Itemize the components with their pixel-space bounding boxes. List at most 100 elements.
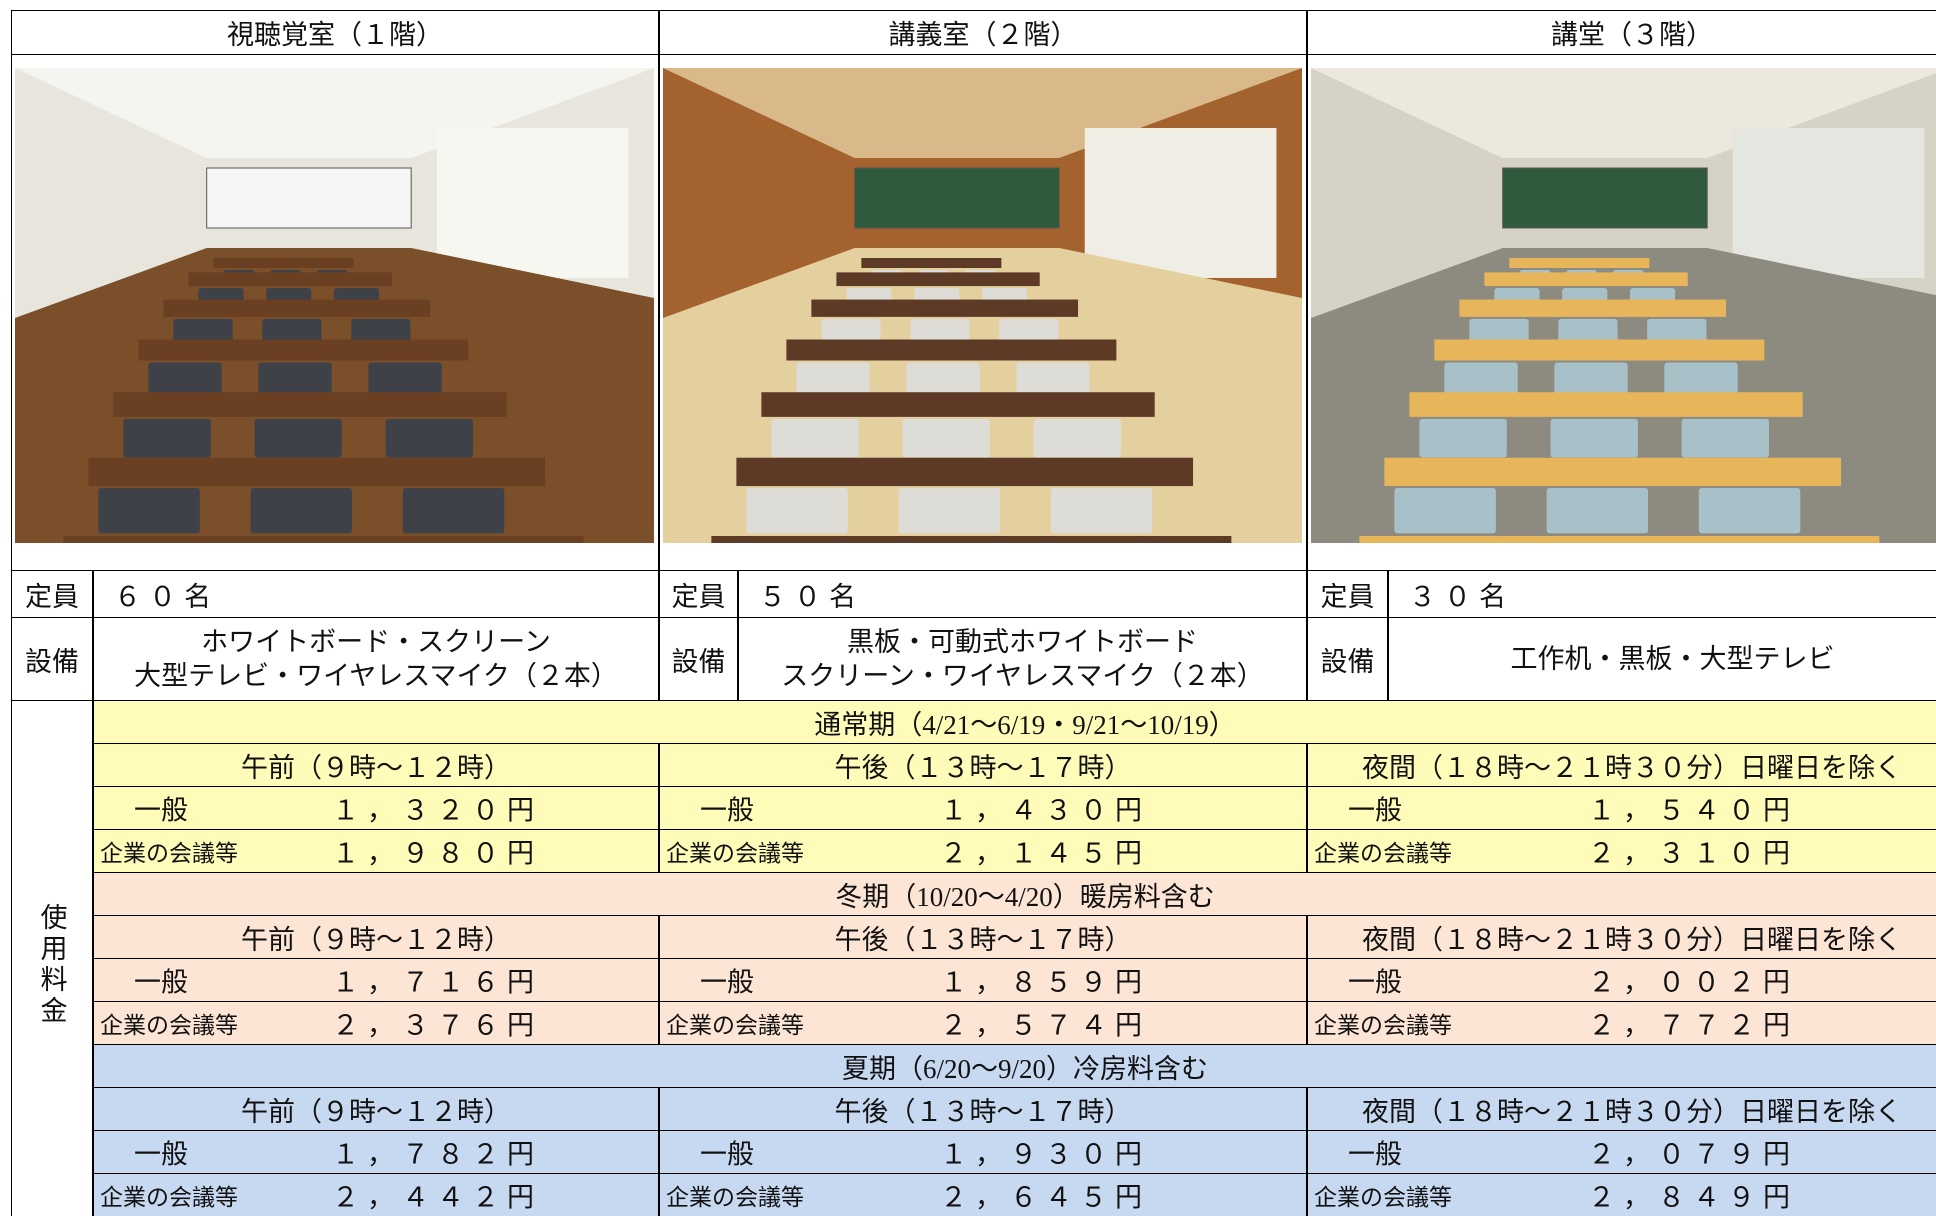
rate-category: 企業の会議等 (666, 1013, 804, 1038)
capacity-label: 定員 (11, 570, 93, 618)
desk (113, 392, 507, 417)
rate-price: ２，００２円 (1588, 967, 1798, 998)
rate-cell: 企業の会議等 ２，７７２円 (1307, 1001, 1936, 1045)
equipment-item: ホワイトボード・スクリーン (201, 627, 551, 657)
rate-cell: 企業の会議等 １，９８０円 (93, 829, 659, 873)
period-cell: 午後（１３時～１７時） (659, 915, 1307, 959)
equipment-item: スクリーン・ワイヤレスマイク（２本） (781, 661, 1264, 691)
desk (63, 536, 584, 543)
period-name: 午前（９時～１２時） (241, 752, 511, 783)
chair (1664, 362, 1738, 395)
desk (861, 258, 1002, 268)
rate-cell: 一般 ２，００２円 (1307, 958, 1936, 1002)
rate-category: 企業の会議等 (1314, 841, 1452, 866)
rate-category: 一般 (1348, 1139, 1402, 1170)
period-cell: 午前（９時～１２時） (93, 743, 659, 787)
desk (1434, 339, 1765, 361)
chair (1033, 418, 1122, 458)
window (436, 128, 629, 278)
chair (262, 318, 322, 345)
room-photo (1311, 68, 1936, 543)
chair (1550, 418, 1638, 458)
desk (1484, 272, 1688, 287)
season-name: 夏期（6/20～9/20）冷房料含む (841, 1053, 1208, 1084)
chair (1419, 418, 1507, 458)
equipment-item: 黒板・可動式ホワイトボード (847, 627, 1198, 657)
desk (786, 339, 1117, 361)
rate-cell: 一般 １，４３０円 (659, 786, 1307, 830)
chair (902, 418, 990, 458)
chair (1546, 488, 1649, 534)
rate-price: １，３２０円 (332, 795, 542, 826)
room-name: 講堂（３階） (1551, 20, 1713, 50)
rate-category: 企業の会議等 (1314, 1013, 1452, 1038)
chair (821, 318, 881, 345)
rate-cell: 一般 １，７１６円 (93, 958, 659, 1002)
rate-cell: 企業の会議等 ２，３１０円 (1307, 829, 1936, 873)
rate-price: ２，７７２円 (1588, 1010, 1798, 1041)
desk (711, 536, 1232, 543)
chair (173, 318, 233, 345)
capacity-label-text: 定員 (671, 581, 726, 612)
period-name: 夜間（１８時～２１時３０分）日曜日を除く (1362, 1096, 1902, 1127)
rate-cell: 企業の会議等 ２，５７４円 (659, 1001, 1307, 1045)
board (1502, 167, 1708, 229)
chair (1394, 488, 1496, 534)
rate-cell: 一般 １，７８２円 (93, 1130, 659, 1174)
rate-category: 一般 (1348, 795, 1402, 826)
chair (898, 488, 1001, 534)
chair (385, 418, 474, 458)
rate-price: １，８５９円 (940, 967, 1150, 998)
chair (1554, 362, 1628, 395)
rate-cell: 一般 １，３２０円 (93, 786, 659, 830)
rate-category: 一般 (700, 967, 754, 998)
capacity-value: ６０名 (93, 570, 659, 618)
capacity-label: 定員 (659, 570, 738, 618)
rate-price: １，７８２円 (332, 1139, 542, 1170)
room-header: 講堂（３階） (1307, 10, 1936, 55)
period-name: 午前（９時～１２時） (241, 1096, 511, 1127)
desk (213, 258, 354, 268)
desk (1459, 299, 1727, 317)
capacity-label: 定員 (1307, 570, 1388, 618)
equipment-item: 大型テレビ・ワイヤレスマイク（２本） (134, 661, 618, 691)
chair (999, 318, 1059, 345)
rate-price: ２，８４９円 (1588, 1182, 1798, 1213)
chair (258, 362, 332, 395)
capacity-label-text: 定員 (1320, 581, 1375, 612)
desk (1509, 258, 1650, 268)
rate-category: 企業の会議等 (100, 1185, 238, 1210)
period-cell: 夜間（１８時～２１時３０分）日曜日を除く (1307, 915, 1936, 959)
period-cell: 午後（１３時～１７時） (659, 743, 1307, 787)
period-cell: 夜間（１８時～２１時３０分）日曜日を除く (1307, 743, 1936, 787)
capacity-value-text: ６０名 (114, 581, 219, 612)
period-cell: 午後（１３時～１７時） (659, 1087, 1307, 1131)
season-header: 冬期（10/20～4/20）暖房料含む (93, 872, 1936, 916)
rate-cell: 一般 １，５４０円 (1307, 786, 1936, 830)
room-name: 講義室（２階） (888, 20, 1078, 50)
chair (1558, 318, 1618, 345)
season-name: 通常期（4/21～6/19・9/21～10/19） (814, 709, 1236, 740)
chair (98, 488, 200, 534)
rate-price: １，９８０円 (332, 838, 542, 869)
desk (836, 272, 1040, 287)
chair (351, 318, 411, 345)
chair (123, 418, 211, 458)
rate-category: 企業の会議等 (1314, 1185, 1452, 1210)
equipment-label-text: 設備 (1320, 646, 1375, 677)
board (206, 167, 412, 229)
rate-price: ２，６４５円 (940, 1182, 1150, 1213)
rate-category: 企業の会議等 (100, 841, 238, 866)
equipment-item: 工作机・黒板・大型テレビ (1510, 644, 1835, 674)
equipment-list: 工作机・黒板・大型テレビ (1511, 642, 1835, 676)
chair (910, 318, 970, 345)
chair (1698, 488, 1801, 534)
rate-cell: 企業の会議等 ２，４４２円 (93, 1173, 659, 1216)
ceiling (15, 68, 654, 158)
rate-cell: 企業の会議等 ２，１４５円 (659, 829, 1307, 873)
equipment-label-text: 設備 (671, 646, 726, 677)
desk (138, 339, 469, 361)
rate-price: １，４３０円 (940, 795, 1150, 826)
window (1084, 128, 1277, 278)
rate-cell: 企業の会議等 ２，３７６円 (93, 1001, 659, 1045)
